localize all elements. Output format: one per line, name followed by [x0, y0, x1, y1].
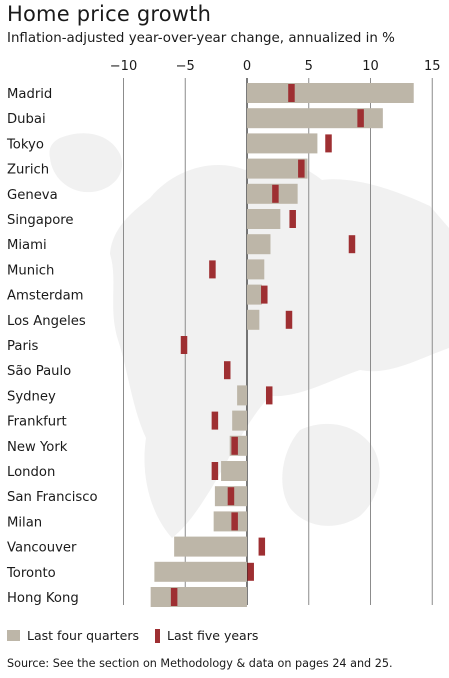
chart-subtitle: Inflation-adjusted year-over-year change… — [7, 31, 395, 46]
bar-last-four-quarters — [221, 461, 247, 481]
category-label: Zurich — [7, 163, 49, 178]
marker-last-five-years — [170, 588, 178, 606]
bar-last-four-quarters — [247, 108, 383, 129]
category-label: London — [7, 465, 55, 480]
category-label: Munich — [7, 263, 54, 278]
category-label: São Paulo — [7, 364, 71, 379]
category-label: Los Angeles — [7, 314, 86, 329]
category-label: Tokyo — [6, 137, 44, 152]
marker-last-five-years — [180, 336, 188, 354]
category-label: Vancouver — [7, 541, 77, 556]
legend-swatch-four-quarters — [7, 630, 20, 641]
marker-last-five-years — [223, 361, 231, 380]
legend-label-five-years: Last five years — [167, 628, 259, 643]
marker-last-five-years — [247, 562, 254, 581]
marker-last-five-years — [258, 537, 266, 556]
marker-last-five-years — [231, 512, 238, 531]
category-label: Milan — [7, 515, 42, 530]
legend-item-four-quarters: Last four quarters — [7, 628, 139, 643]
marker-last-five-years — [272, 184, 279, 203]
bar-last-four-quarters — [237, 385, 247, 406]
x-tick-label: −10 — [110, 59, 137, 74]
x-axis-ticks: −10 −5 0 5 10 15 — [110, 59, 441, 74]
world-map-background — [49, 133, 449, 538]
x-tick-label: 10 — [362, 59, 379, 74]
legend: Last four quarters Last five years — [7, 628, 274, 643]
x-tick-label: 15 — [424, 59, 441, 74]
category-label: Geneva — [7, 188, 58, 203]
category-label: Miami — [7, 238, 47, 253]
category-label: Singapore — [7, 213, 74, 228]
marker-last-five-years — [211, 411, 219, 430]
marker-last-five-years — [357, 109, 364, 128]
x-tick-label: 5 — [305, 59, 313, 74]
marker-last-five-years — [261, 285, 268, 304]
category-label: Madrid — [7, 87, 52, 102]
marker-last-five-years — [288, 84, 295, 102]
category-label: Toronto — [6, 566, 56, 581]
bar-last-four-quarters — [247, 234, 271, 255]
legend-swatch-five-years — [155, 628, 160, 643]
marker-last-five-years — [211, 462, 219, 480]
category-label: Paris — [7, 339, 39, 354]
legend-item-five-years: Last five years — [155, 628, 258, 643]
bar-last-four-quarters — [247, 133, 318, 154]
bar-last-four-quarters — [247, 209, 281, 229]
bar-last-four-quarters — [232, 410, 247, 431]
bar-last-four-quarters — [213, 511, 247, 532]
bar-last-four-quarters — [247, 158, 308, 179]
marker-last-five-years — [231, 436, 238, 455]
marker-last-five-years — [289, 210, 296, 228]
x-tick-label: 0 — [243, 59, 251, 74]
chart-title: Home price growth — [7, 2, 212, 26]
bar-last-four-quarters — [174, 536, 247, 557]
bar-last-four-quarters — [154, 561, 247, 582]
legend-label-four-quarters: Last four quarters — [27, 628, 139, 643]
category-labels: Madrid Dubai Tokyo Zurich Geneva Singapore Mia… — [6, 87, 98, 606]
source-note: Source: See the section on Methodology &… — [7, 657, 393, 670]
category-label: Dubai — [7, 112, 46, 127]
category-label: New York — [7, 440, 68, 455]
marker-last-five-years — [325, 134, 332, 153]
bars-group — [150, 83, 414, 607]
x-tick-label: −5 — [176, 59, 195, 74]
bar-last-four-quarters — [150, 587, 247, 607]
bar-chart: −10 −5 0 5 10 15 Madrid Dubai Tokyo Zurich Geneva… — [6, 59, 449, 607]
category-label: Frankfurt — [7, 415, 67, 430]
category-label: Sydney — [7, 389, 56, 404]
marker-last-five-years — [265, 386, 273, 405]
marker-last-five-years — [285, 310, 293, 329]
bar-last-four-quarters — [247, 309, 260, 330]
category-label: Hong Kong — [7, 591, 79, 606]
marker-last-five-years — [348, 235, 356, 254]
marker-last-five-years — [298, 159, 305, 178]
category-label: Amsterdam — [7, 289, 84, 304]
marker-last-five-years — [227, 487, 235, 506]
marker-last-five-years — [209, 260, 216, 279]
bar-last-four-quarters — [247, 284, 262, 305]
category-label: San Francisco — [7, 490, 98, 505]
bar-last-four-quarters — [247, 83, 414, 103]
bar-last-four-quarters — [247, 259, 265, 280]
